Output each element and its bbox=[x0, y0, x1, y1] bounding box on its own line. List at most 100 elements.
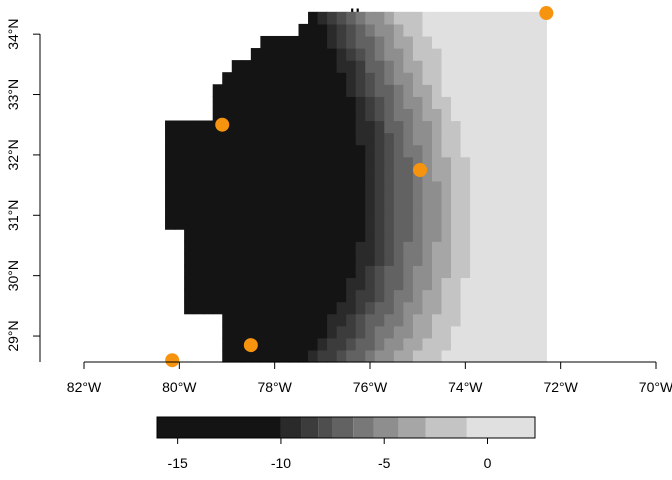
raster-cell bbox=[231, 60, 242, 73]
raster-cell bbox=[298, 48, 309, 61]
raster-cell bbox=[384, 96, 395, 110]
raster-cell bbox=[422, 156, 433, 170]
raster-cell bbox=[327, 325, 338, 339]
raster-cell bbox=[374, 23, 385, 37]
raster-cell bbox=[288, 217, 300, 230]
raster-cell bbox=[470, 144, 481, 158]
raster-cell bbox=[269, 277, 281, 291]
raster-cell bbox=[479, 72, 490, 85]
raster-cell bbox=[412, 156, 424, 170]
raster-cell bbox=[298, 313, 309, 327]
raster-cell bbox=[327, 217, 338, 230]
raster-cell bbox=[536, 96, 547, 110]
raster-cell bbox=[365, 72, 376, 85]
raster-cell bbox=[517, 144, 528, 158]
raster-cell bbox=[241, 180, 252, 194]
y-tick-label: 29°N bbox=[5, 320, 21, 351]
raster-cell bbox=[384, 156, 395, 170]
raster-cell bbox=[470, 205, 481, 218]
raster-cell bbox=[489, 289, 500, 303]
raster-cell bbox=[174, 132, 185, 146]
raster-cell bbox=[470, 96, 481, 110]
raster-cell bbox=[336, 265, 347, 279]
raster-cell bbox=[317, 120, 328, 134]
raster-cell bbox=[193, 265, 204, 279]
raster-cell bbox=[346, 229, 357, 242]
raster-cell bbox=[336, 253, 347, 266]
raster-cell bbox=[365, 96, 376, 110]
raster-cell bbox=[517, 168, 528, 182]
raster-cell bbox=[250, 144, 261, 158]
raster-cell bbox=[517, 277, 528, 291]
raster-cell bbox=[260, 289, 271, 303]
raster-cell bbox=[374, 241, 385, 254]
raster-cell bbox=[365, 48, 376, 61]
raster-cell bbox=[231, 168, 242, 182]
raster-cell bbox=[517, 349, 528, 363]
raster-cell bbox=[298, 120, 309, 134]
raster-cell bbox=[517, 301, 528, 315]
station-point bbox=[243, 338, 258, 353]
raster-cell bbox=[365, 180, 376, 194]
raster-cell bbox=[317, 192, 328, 206]
raster-cell bbox=[460, 265, 471, 279]
raster-cell bbox=[317, 23, 328, 37]
raster-cell bbox=[451, 265, 462, 279]
raster-cell bbox=[374, 229, 385, 242]
raster-cell bbox=[527, 60, 538, 73]
raster-cell bbox=[336, 23, 347, 37]
raster-cell bbox=[508, 229, 519, 242]
raster-cell bbox=[327, 48, 338, 61]
raster-cell bbox=[365, 120, 376, 134]
raster-cell bbox=[355, 337, 366, 351]
raster-cell bbox=[489, 205, 500, 218]
raster-cell bbox=[308, 253, 319, 266]
raster-cell bbox=[508, 156, 519, 170]
raster-cell bbox=[279, 349, 290, 363]
raster-cell bbox=[489, 96, 500, 110]
raster-cell bbox=[193, 277, 204, 291]
raster-cell bbox=[460, 168, 471, 182]
raster-cell bbox=[451, 192, 462, 206]
raster-cell bbox=[260, 35, 271, 49]
raster-cell bbox=[288, 35, 300, 49]
raster-cell bbox=[298, 192, 309, 206]
raster-cell bbox=[508, 132, 519, 146]
raster-cell bbox=[441, 144, 452, 158]
raster-cell bbox=[470, 325, 481, 339]
raster-cell bbox=[451, 180, 462, 194]
raster-cell bbox=[403, 72, 414, 85]
raster-cell bbox=[470, 120, 481, 134]
raster-cell bbox=[451, 96, 462, 110]
raster-cell bbox=[269, 48, 281, 61]
raster-cell bbox=[317, 301, 328, 315]
raster-cell bbox=[431, 144, 443, 158]
raster-cell bbox=[489, 192, 500, 206]
raster-cell bbox=[460, 48, 471, 61]
raster-cell bbox=[536, 168, 547, 182]
raster-cell bbox=[260, 132, 271, 146]
raster-cell bbox=[327, 11, 338, 25]
raster-cell bbox=[279, 265, 290, 279]
raster-cell bbox=[222, 217, 233, 230]
raster-cell bbox=[384, 168, 395, 182]
raster-cell bbox=[393, 265, 404, 279]
raster-cell bbox=[536, 337, 547, 351]
raster-cell bbox=[498, 337, 509, 351]
raster-cell bbox=[441, 277, 452, 291]
raster-cell bbox=[288, 205, 300, 218]
raster-cell bbox=[222, 349, 233, 363]
raster-cell bbox=[336, 229, 347, 242]
raster-cell bbox=[479, 325, 490, 339]
raster-cell bbox=[508, 11, 519, 25]
raster-cell bbox=[269, 144, 281, 158]
raster-cell bbox=[241, 265, 252, 279]
raster-cell bbox=[498, 144, 509, 158]
raster-cell bbox=[460, 144, 471, 158]
raster-cell bbox=[336, 48, 347, 61]
raster-cell bbox=[327, 120, 338, 134]
raster-cell bbox=[393, 48, 404, 61]
raster-cell bbox=[298, 168, 309, 182]
raster-cell bbox=[279, 192, 290, 206]
raster-cell bbox=[431, 205, 443, 218]
